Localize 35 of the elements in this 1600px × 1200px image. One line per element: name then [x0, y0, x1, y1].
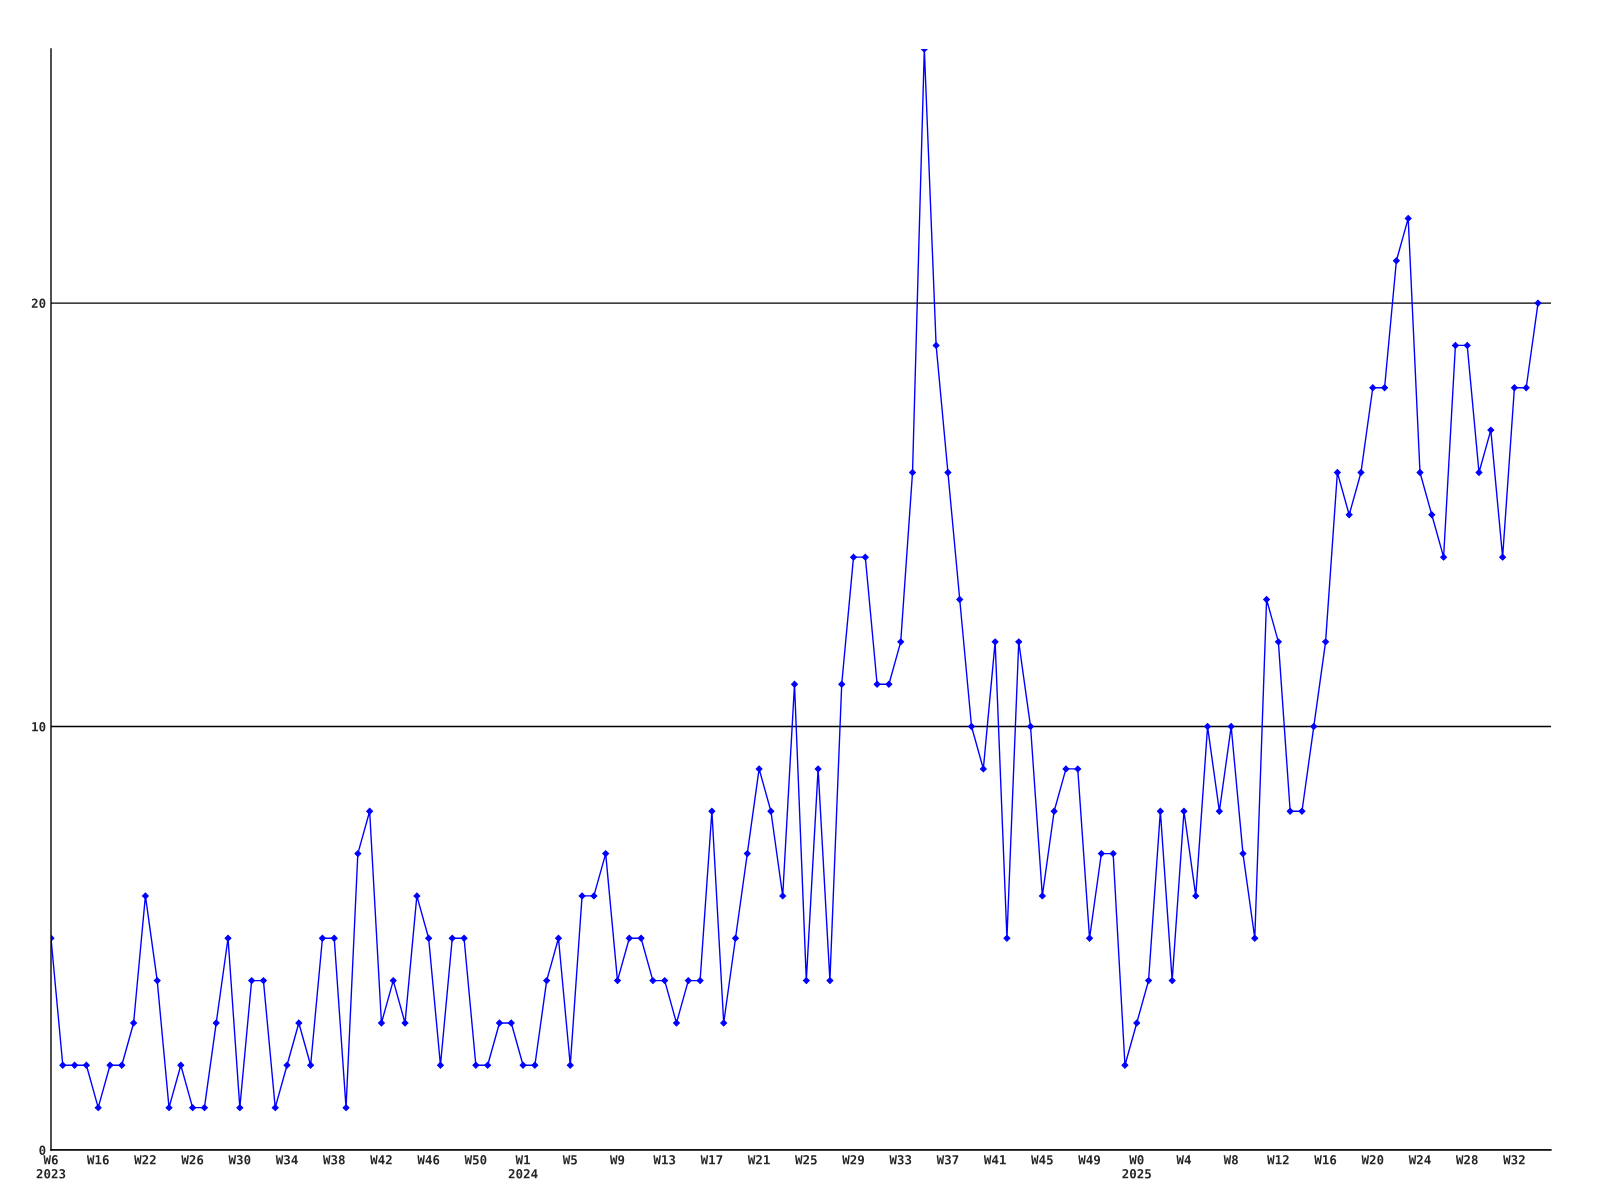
- x-tick-label: W8: [1223, 1155, 1238, 1165]
- x-tick-label: W21: [747, 1155, 770, 1165]
- x-tick-label: W22: [134, 1155, 156, 1165]
- x-tick-label: W41: [983, 1155, 1006, 1165]
- x-tick-label: W46: [417, 1155, 440, 1165]
- x-tick-label: W49: [1078, 1155, 1101, 1165]
- x-tick-label: W38: [322, 1155, 345, 1165]
- x-tick-label: W20: [1361, 1155, 1384, 1165]
- y-tick-label: 0: [39, 1145, 46, 1155]
- x-tick-label: W30: [228, 1155, 251, 1165]
- x-tick-label: W25: [795, 1155, 817, 1165]
- x-tick-label: W33: [889, 1155, 912, 1165]
- x-tick-label: W13: [653, 1155, 676, 1165]
- x-tick-label: W50: [464, 1155, 487, 1165]
- x-tick-label: W4: [1176, 1155, 1191, 1165]
- x-tick-label: W42: [370, 1155, 392, 1165]
- x-tick-label: W6 2023: [36, 1155, 66, 1179]
- x-tick-label: W0 2025: [1122, 1155, 1151, 1179]
- x-tick-label: W1 2024: [508, 1155, 538, 1179]
- x-tick-label: W28: [1455, 1155, 1478, 1165]
- x-tick-label: W5: [562, 1155, 577, 1165]
- y-tick-label: 20: [31, 298, 46, 308]
- x-tick-label: W45: [1031, 1155, 1053, 1165]
- x-tick-label: W24: [1408, 1155, 1431, 1165]
- x-tick-label: W34: [275, 1155, 298, 1165]
- x-tick-label: W12: [1267, 1155, 1289, 1165]
- x-tick-label: W16: [1314, 1155, 1337, 1165]
- x-tick-label: W16: [86, 1155, 109, 1165]
- x-tick-label: W9: [609, 1155, 625, 1165]
- x-tick-label: W37: [936, 1155, 959, 1165]
- x-tick-label: W29: [842, 1155, 865, 1165]
- y-tick-label: 10: [32, 722, 46, 732]
- x-tick-label: W17: [700, 1155, 723, 1165]
- x-tick-label: W26: [181, 1155, 204, 1165]
- x-tick-label: W32: [1503, 1155, 1525, 1165]
